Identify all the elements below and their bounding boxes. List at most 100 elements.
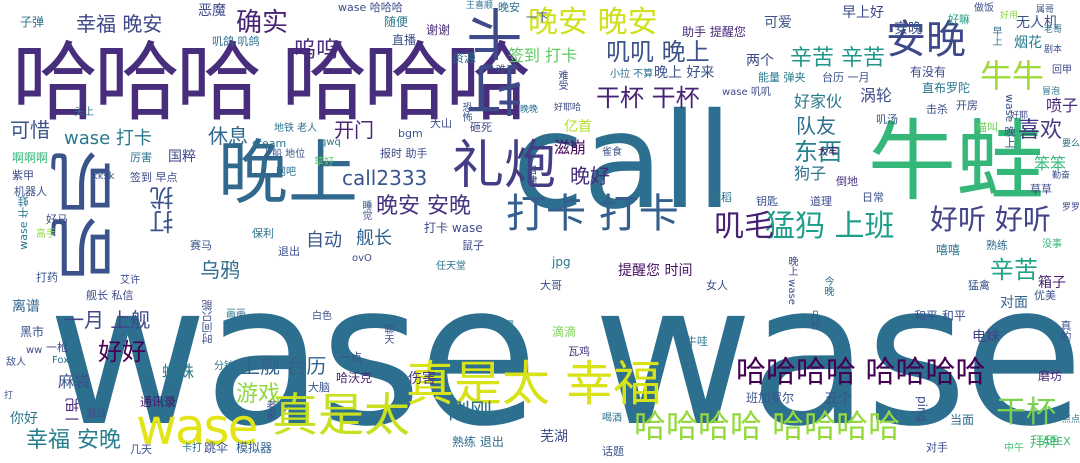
word: 画画 (226, 309, 246, 320)
word: 报时 助手 (380, 147, 428, 160)
word: 王喜顺 (466, 1, 494, 11)
word: 啊啊啊 (12, 151, 49, 165)
word: 蜘蛛 (162, 362, 195, 381)
word: 电妹 (972, 329, 1000, 345)
word: 睡觉 (360, 200, 371, 220)
word: 大牢 (818, 147, 838, 158)
word: 几秒 (808, 310, 819, 330)
word: 晚晚 (520, 105, 539, 115)
word: 哈哈哈哈 哈哈哈哈 (634, 407, 901, 445)
word: 开房 (956, 99, 978, 112)
word: 喝酒 (602, 413, 622, 424)
word: wase 牛蛙 (17, 196, 30, 250)
word: 滴滴 (552, 325, 577, 339)
word: 回甲 (1052, 65, 1072, 76)
word: ovO (352, 253, 372, 264)
word: 做饭 (974, 3, 994, 14)
word: 签到 打卡 (508, 46, 578, 65)
word: 勤奋 (1052, 171, 1071, 181)
word: 牛哇 (686, 335, 708, 348)
word: 喵叫 (976, 121, 998, 134)
word: 大哥 (540, 279, 562, 292)
word: 晚好 (570, 164, 610, 188)
word: 麻袋 (58, 372, 91, 391)
word: 小拉 不算 (610, 69, 654, 80)
word: 班加罗尔 (746, 391, 795, 405)
word: 舰长 私信 (86, 289, 134, 302)
word: 好家伙 (794, 92, 843, 111)
word: 晚安 晚安 (528, 5, 658, 40)
word: steam (252, 137, 287, 150)
word: wase (136, 398, 258, 456)
word: wase 哈哈哈 (338, 1, 403, 14)
word: 自动 (306, 230, 342, 251)
word: wase 叽叽 (722, 87, 771, 98)
word: kksk (92, 171, 115, 182)
word: 倒地 (836, 175, 858, 188)
word: 模拟器 (236, 441, 273, 455)
word: 晚安 安晚 (376, 194, 471, 219)
word: 难受 (556, 70, 567, 90)
word: 嘻嘻 (936, 243, 961, 257)
word: 晚上 wase (786, 256, 797, 305)
word: 通讯录 (140, 395, 177, 409)
word: 对面 (1000, 295, 1028, 311)
word: 高手 (36, 229, 56, 240)
word: 猛犸 上班 (765, 209, 895, 244)
word: 直播 (392, 33, 417, 47)
word: 狗子 (794, 164, 827, 183)
word: 队友 (796, 114, 836, 138)
word: 打扰 (150, 186, 178, 234)
word: 芜湖 (540, 429, 568, 445)
word: 赛马 (190, 239, 212, 252)
word: 真是太 (272, 388, 410, 442)
word: 任天堂 (436, 261, 466, 272)
word: 手镯 (492, 319, 514, 332)
word: 好耶哈 (554, 103, 582, 113)
word: 真是太 幸福 (406, 356, 662, 412)
word: 无人机 (1016, 15, 1058, 31)
word: 地铁 老人 (274, 123, 318, 134)
word: 好耶 (1010, 111, 1029, 121)
word: 保利 (252, 227, 274, 240)
word: 休息 (208, 124, 248, 148)
word: 网吧 (276, 167, 296, 178)
word: 刚刚 (448, 400, 493, 425)
word: ping (915, 396, 929, 423)
word: 雀食 (602, 147, 622, 158)
word: 助手 提醒您 (682, 25, 746, 39)
word: 伤害 (408, 371, 436, 387)
word: 一枪 (46, 341, 68, 354)
word: 好好 (98, 338, 146, 366)
word: 泪目 (86, 409, 106, 420)
word: 好听 好听 (930, 203, 1051, 236)
word: 对手 (926, 441, 948, 454)
word: 牛蛙 (868, 110, 1045, 213)
word: 早稻 (710, 191, 732, 204)
word: qwq (320, 137, 341, 148)
word: 黑市 (20, 325, 45, 339)
word: 一月 上舰 (64, 308, 151, 332)
word: 东西 (794, 138, 842, 166)
word: 熟练 (986, 239, 1008, 252)
word: call (512, 85, 733, 239)
word: 女人 (706, 279, 728, 292)
word: 签到 早点 (130, 171, 178, 184)
word: 晚安 (498, 1, 520, 14)
word: 幸福 晚安 (76, 12, 163, 36)
word: 聊天 (382, 324, 393, 344)
word: 资源 (452, 51, 477, 65)
word: 叽汤 (876, 113, 898, 126)
word: 打卡 打卡 (506, 191, 679, 237)
word: 一把 (65, 398, 81, 426)
word: 艾许 (120, 275, 140, 286)
word: 叽毛 (714, 209, 774, 244)
word: 头上 (74, 107, 94, 118)
word: 真的 (1059, 320, 1072, 342)
word: 确实 (236, 8, 289, 38)
word: 干杯 (996, 395, 1056, 430)
word: 晚上 好来 (654, 65, 715, 81)
word: 中午 (1004, 443, 1024, 454)
word: 自律 (525, 164, 538, 186)
